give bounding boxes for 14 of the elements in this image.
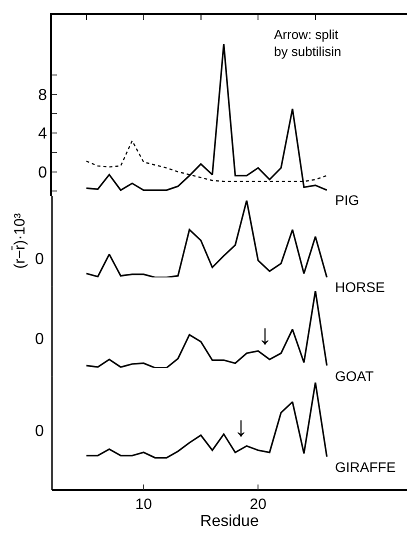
x-axis-title: Residue xyxy=(200,512,259,530)
annotation: Arrow: split by subtilisin xyxy=(274,27,342,59)
series-label: GOAT xyxy=(335,368,374,384)
series-label: GIRAFFE xyxy=(335,459,396,475)
y-tick-label: 8 xyxy=(38,86,48,104)
x-tick-label: 10 xyxy=(135,496,152,513)
y-tick-label: 0 xyxy=(38,164,48,182)
series-label: HORSE xyxy=(335,279,385,295)
y-axis-title: (r−r̄)·10³ xyxy=(11,213,28,269)
annotation: ↓ xyxy=(234,411,248,442)
x-tick-label: 20 xyxy=(250,496,266,513)
annotation: ↓ xyxy=(258,319,272,350)
y-tick-label: 4 xyxy=(38,126,48,143)
series-label: PIG xyxy=(335,192,360,208)
